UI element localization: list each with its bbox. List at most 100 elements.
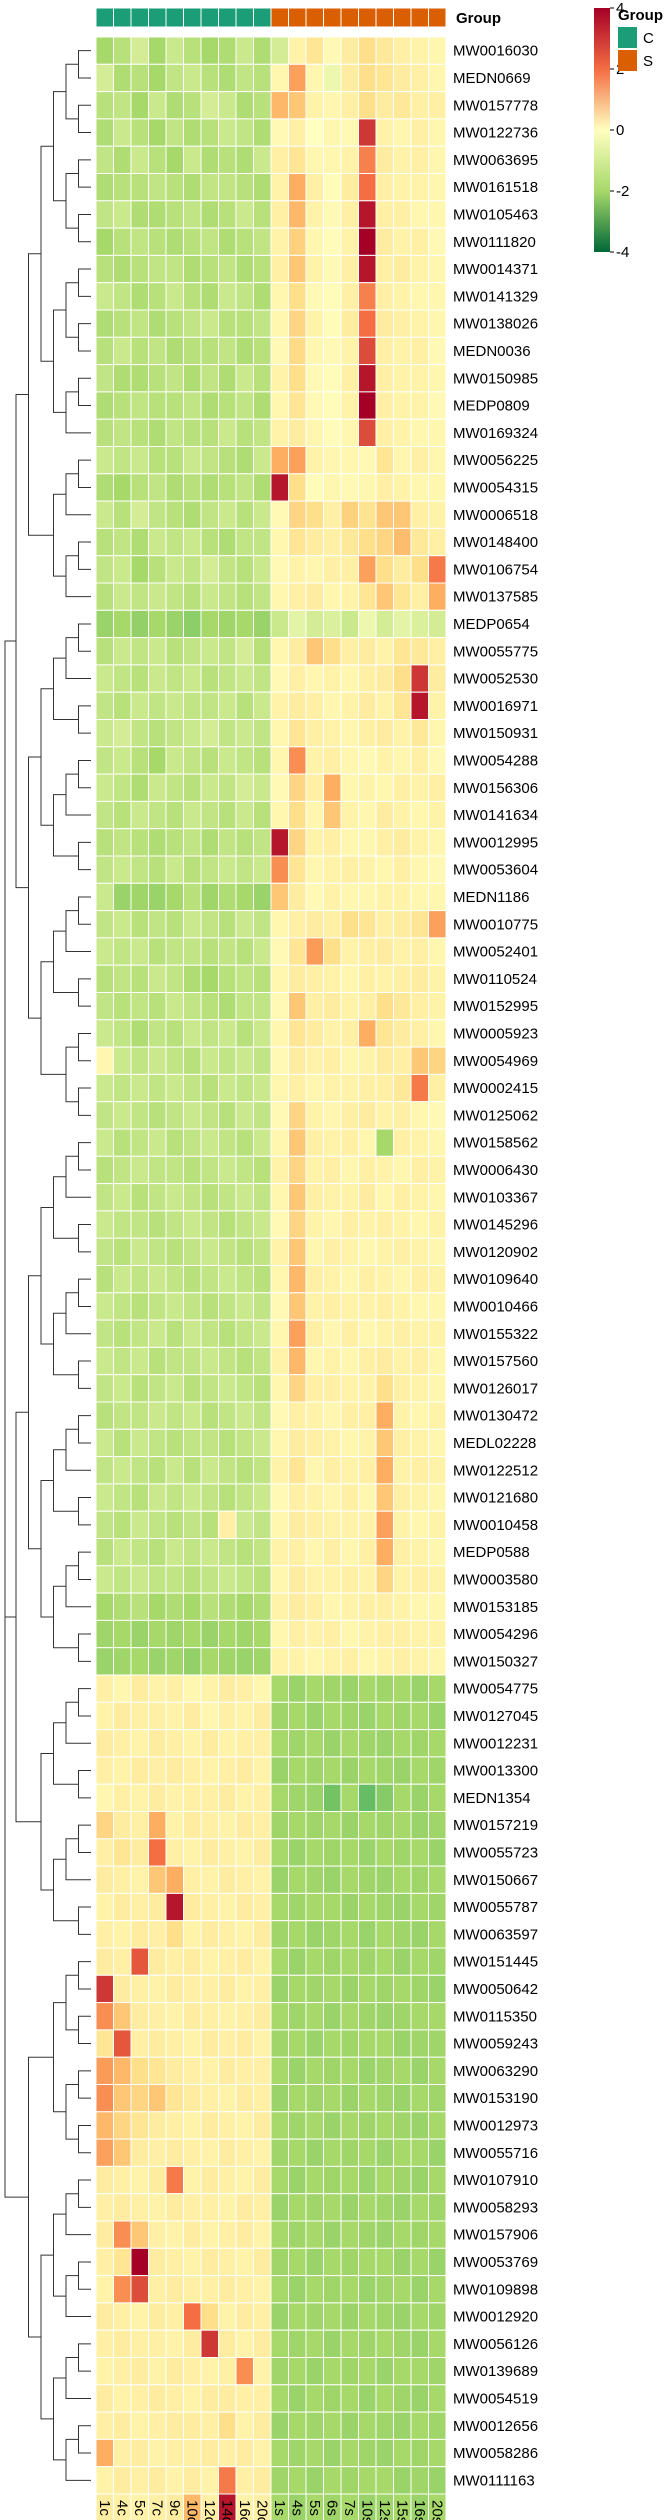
heatmap-cell — [113, 1729, 132, 1758]
heatmap-cell — [340, 1483, 359, 1512]
heatmap-cell — [288, 1674, 307, 1703]
heatmap-cell — [323, 1128, 342, 1157]
heatmap-cell — [95, 1374, 114, 1403]
heatmap-cell — [288, 1783, 307, 1812]
heatmap-cell — [218, 2056, 237, 2085]
heatmap-cell — [358, 473, 377, 502]
heatmap-cell — [183, 773, 202, 802]
heatmap-cell — [305, 1155, 324, 1185]
heatmap-cell — [428, 145, 447, 174]
heatmap-cell — [200, 2165, 219, 2195]
heatmap-cell — [200, 473, 219, 502]
heatmap-cell — [340, 2138, 359, 2167]
heatmap-cell — [148, 964, 167, 994]
heatmap-cell — [428, 882, 447, 912]
heatmap-cell — [393, 1456, 412, 1485]
heatmap-cell — [218, 1346, 237, 1376]
heatmap-cell — [358, 1155, 377, 1185]
heatmap-cell — [393, 1865, 412, 1894]
heatmap-cell — [305, 555, 324, 584]
heatmap-cell — [95, 1155, 114, 1185]
heatmap-cell — [323, 773, 342, 802]
heatmap-cell — [183, 1210, 202, 1239]
heatmap-cell — [113, 2275, 132, 2304]
heatmap-cell — [113, 91, 132, 120]
row-label: MW0016030 — [453, 43, 538, 60]
heatmap-cell — [130, 828, 149, 857]
heatmap-cell — [393, 2029, 412, 2058]
heatmap-cell — [95, 1237, 114, 1266]
heatmap-cell — [113, 2029, 132, 2058]
heatmap-cell — [130, 1374, 149, 1403]
heatmap-cell — [393, 254, 412, 284]
heatmap-cell — [113, 2111, 132, 2140]
column-label: 1s — [271, 2500, 288, 2516]
heatmap-cell — [358, 828, 377, 857]
heatmap-cell — [148, 364, 167, 393]
heatmap-cell — [323, 1046, 342, 1075]
heatmap-cell — [148, 1647, 167, 1676]
heatmap-cell — [375, 227, 394, 256]
heatmap-cell — [375, 1892, 394, 1922]
heatmap-cell — [270, 855, 289, 884]
heatmap-cell — [218, 2138, 237, 2167]
heatmap-cell — [218, 446, 237, 475]
heatmap-cell — [200, 1701, 219, 1731]
heatmap-cell — [393, 773, 412, 802]
heatmap-cell — [218, 1183, 237, 1212]
heatmap-cell — [288, 446, 307, 475]
heatmap-cell — [95, 1401, 114, 1430]
heatmap-cell — [288, 2002, 307, 2031]
heatmap-cell — [393, 2438, 412, 2468]
row-label: MW0014371 — [453, 261, 538, 278]
heatmap-cell — [148, 2029, 167, 2058]
heatmap-cell — [393, 1237, 412, 1266]
heatmap-cell — [165, 637, 184, 666]
heatmap-cell — [323, 2438, 342, 2468]
heatmap-cell — [113, 1974, 132, 2004]
heatmap-cell — [200, 1811, 219, 1840]
heatmap-cell — [113, 1346, 132, 1376]
dendrogram-branch — [65, 1046, 79, 1103]
heatmap-cell — [218, 2302, 237, 2331]
heatmap-cell — [358, 1210, 377, 1239]
heatmap-cell — [200, 800, 219, 830]
row-label: MW0153185 — [453, 1599, 538, 1616]
heatmap-cell — [200, 63, 219, 93]
heatmap-cell — [288, 637, 307, 666]
heatmap-cell — [130, 336, 149, 366]
heatmap-cell — [393, 1346, 412, 1376]
heatmap-cell — [218, 282, 237, 311]
heatmap-cell — [323, 664, 342, 693]
heatmap-cell — [113, 1920, 132, 1949]
heatmap-cell — [375, 418, 394, 448]
heatmap-cell — [340, 992, 359, 1021]
heatmap-cell — [288, 1647, 307, 1676]
heatmap-cell — [270, 800, 289, 830]
heatmap-cell — [200, 527, 219, 557]
heatmap-cell — [95, 2193, 114, 2222]
heatmap-cell — [218, 2084, 237, 2113]
heatmap-cell — [323, 446, 342, 475]
heatmap-cell — [288, 1401, 307, 1430]
heatmap-cell — [428, 1729, 447, 1758]
heatmap-cell — [288, 1565, 307, 1594]
heatmap-cell — [235, 773, 254, 802]
heatmap-cell — [288, 200, 307, 229]
heatmap-cell — [253, 2466, 272, 2495]
heatmap-cell — [183, 2466, 202, 2495]
heatmap-cell — [428, 2411, 447, 2440]
heatmap-cell — [148, 1210, 167, 1239]
heatmap-cell — [148, 2193, 167, 2222]
heatmap-cell — [323, 2002, 342, 2031]
heatmap-cell — [218, 1483, 237, 1512]
heatmap-cell — [148, 2384, 167, 2413]
heatmap-cell — [95, 1619, 114, 1649]
heatmap-cell — [410, 664, 429, 693]
heatmap-cell — [130, 2111, 149, 2140]
heatmap-cell — [165, 1210, 184, 1239]
heatmap-cell — [218, 2357, 237, 2386]
colorbar-tick-label: 4 — [616, 0, 624, 17]
heatmap-cell — [305, 527, 324, 557]
heatmap-cell — [113, 227, 132, 256]
